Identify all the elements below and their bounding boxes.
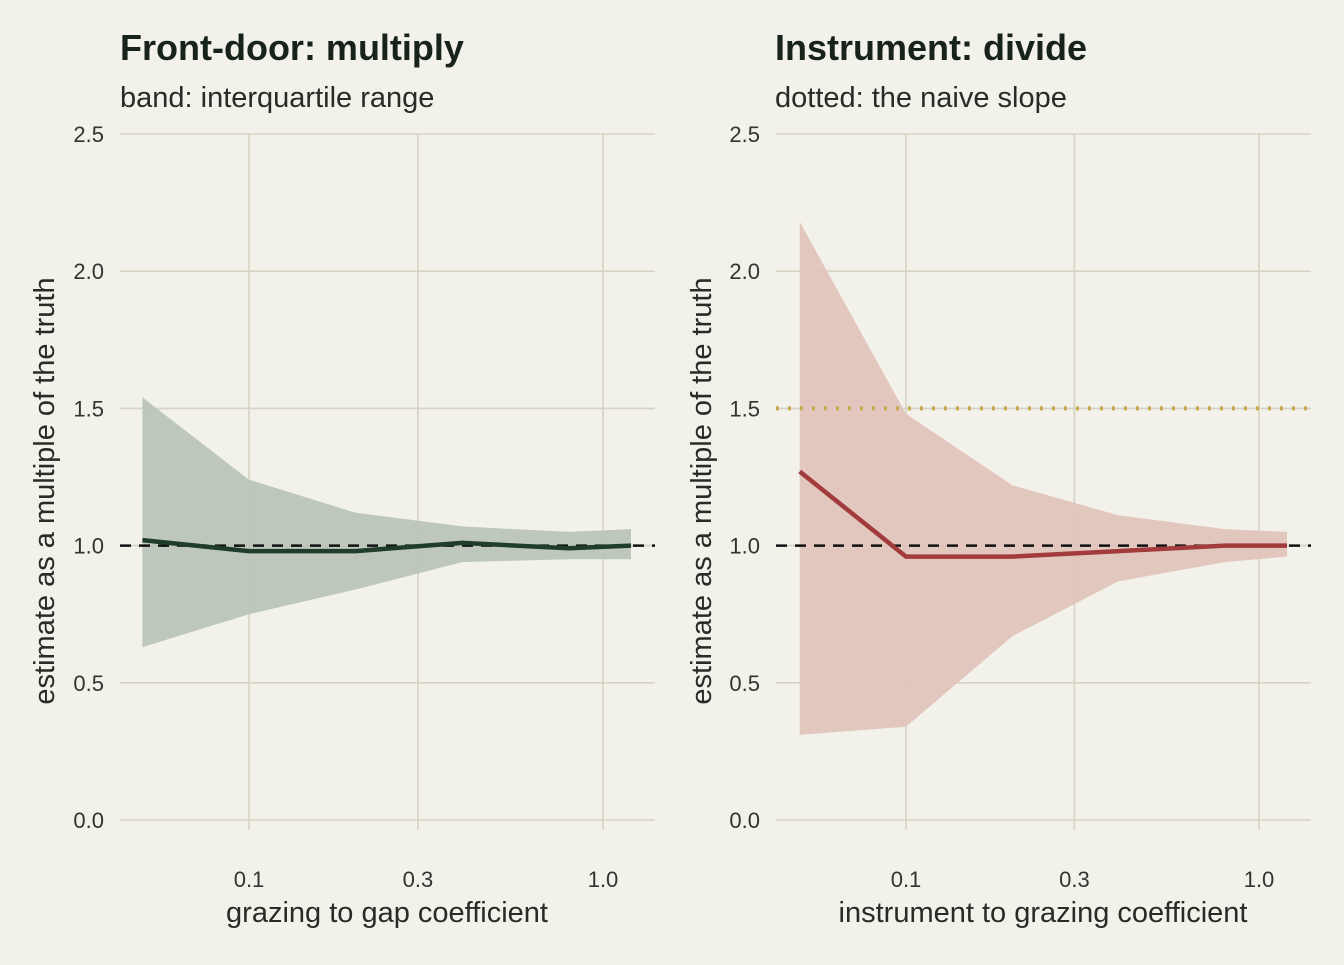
iqr-band (142, 397, 631, 648)
y-tick-label: 2.0 (729, 259, 760, 284)
y-tick-label: 0.5 (729, 671, 760, 696)
y-tick-label: 2.0 (73, 259, 104, 284)
panel-subtitle: band: interquartile range (120, 82, 434, 114)
iqr-band (799, 221, 1287, 735)
y-tick-label: 1.5 (73, 396, 104, 421)
plot-area: 0.0 0.5 1.0 1.5 2.0 2.5 0.1 0.3 1.0 (73, 122, 655, 892)
y-tick-label: 0.0 (729, 808, 760, 833)
y-tick-label: 0.5 (73, 671, 104, 696)
plot-area: 0.0 0.5 1.0 1.5 2.0 2.5 0.1 0.3 1.0 (729, 122, 1311, 892)
estimate-line (798, 469, 1287, 559)
x-tick-label: 0.1 (234, 867, 265, 892)
panel-title: Front-door: multiply (120, 27, 464, 68)
y-tick-label: 1.5 (729, 396, 760, 421)
y-tick-label: 2.5 (73, 122, 104, 147)
x-tick-label: 0.1 (891, 867, 922, 892)
panel-title: Instrument: divide (775, 27, 1087, 68)
x-axis-label: grazing to gap coefficient (226, 897, 548, 929)
estimate-line (142, 537, 632, 554)
panel-instrument: Instrument: divide dotted: the naive slo… (686, 27, 1311, 929)
y-tick-label: 1.0 (73, 534, 104, 559)
x-axis-label: instrument to grazing coefficient (839, 897, 1248, 929)
y-tick-label: 1.0 (729, 534, 760, 559)
x-tick-label: 1.0 (1244, 867, 1275, 892)
y-tick-label: 2.5 (729, 122, 760, 147)
x-tick-label: 1.0 (588, 867, 619, 892)
panel-subtitle: dotted: the naive slope (775, 82, 1067, 114)
y-axis-label: estimate as a multiple of the truth (29, 277, 61, 704)
x-tick-label: 0.3 (1059, 867, 1090, 892)
y-axis-label: estimate as a multiple of the truth (686, 277, 718, 704)
x-tick-label: 0.3 (403, 867, 434, 892)
y-tick-label: 0.0 (73, 808, 104, 833)
panel-front-door: Front-door: multiply band: interquartile… (29, 27, 655, 929)
